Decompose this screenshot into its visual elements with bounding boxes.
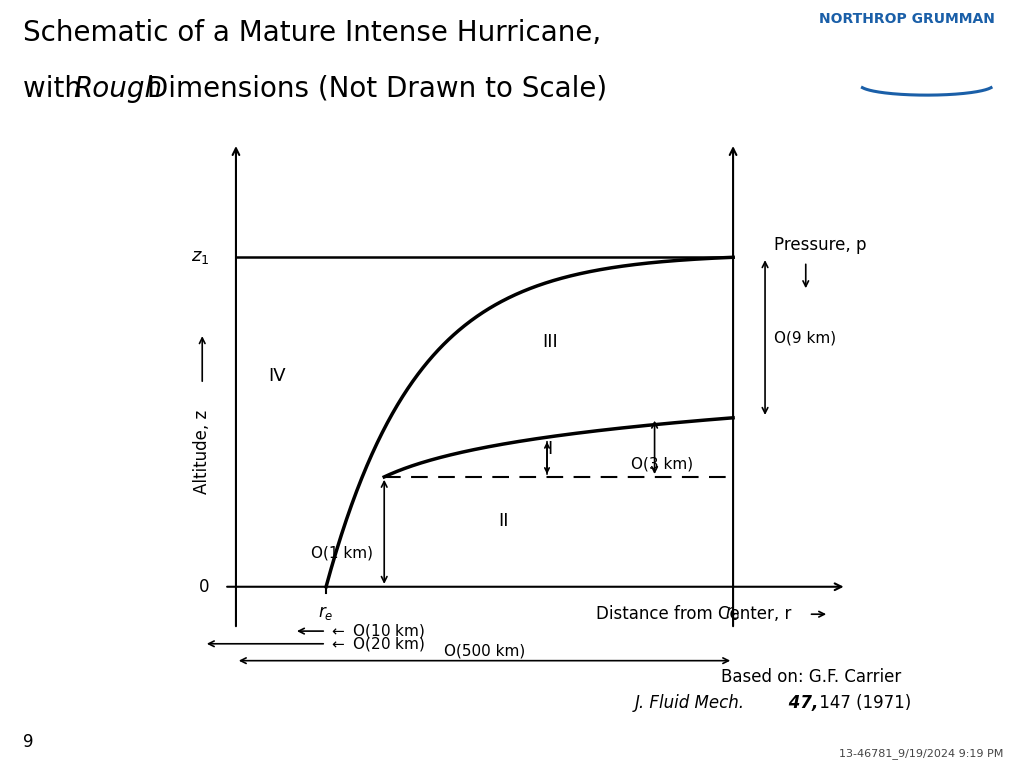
Text: with: with [23, 74, 90, 103]
Text: $\leftarrow$ O(10 km): $\leftarrow$ O(10 km) [329, 622, 425, 640]
Text: IV: IV [268, 366, 286, 385]
Text: O(9 km): O(9 km) [774, 330, 836, 345]
Text: NORTHROP GRUMMAN: NORTHROP GRUMMAN [819, 12, 995, 26]
Text: $\leftarrow$ O(20 km): $\leftarrow$ O(20 km) [329, 635, 425, 653]
Text: 13-46781_9/19/2024 9:19 PM: 13-46781_9/19/2024 9:19 PM [839, 748, 1004, 759]
Text: Based on: G.F. Carrier: Based on: G.F. Carrier [721, 668, 901, 687]
Circle shape [526, 370, 1024, 695]
Circle shape [135, 221, 466, 435]
Circle shape [237, 117, 349, 190]
Text: 9: 9 [23, 733, 33, 751]
Circle shape [0, 579, 222, 768]
Circle shape [214, 63, 435, 207]
Text: $r_e$: $r_e$ [318, 604, 334, 621]
Circle shape [565, 329, 1020, 624]
Circle shape [121, 322, 496, 564]
Text: Pressure, p: Pressure, p [774, 236, 866, 253]
Circle shape [255, 284, 741, 600]
Circle shape [0, 306, 318, 557]
Circle shape [755, 72, 1024, 276]
Text: $r_o$: $r_o$ [725, 604, 740, 621]
Circle shape [748, 215, 1024, 529]
Circle shape [71, 353, 217, 448]
Circle shape [295, 661, 445, 759]
Text: 47,: 47, [783, 694, 819, 712]
Text: O(3 km): O(3 km) [632, 456, 693, 472]
Circle shape [226, 326, 400, 440]
Circle shape [253, 88, 642, 341]
Circle shape [610, 200, 1001, 453]
Circle shape [811, 571, 937, 654]
Text: J. Fluid Mech.: J. Fluid Mech. [635, 694, 744, 712]
Text: 147 (1971): 147 (1971) [814, 694, 911, 712]
Circle shape [0, 564, 92, 666]
Text: Altitude, z: Altitude, z [194, 409, 211, 494]
Circle shape [517, 346, 851, 564]
Circle shape [637, 200, 916, 381]
Circle shape [7, 105, 402, 362]
Circle shape [4, 386, 258, 551]
Circle shape [347, 582, 788, 768]
Text: Rough: Rough [74, 74, 163, 103]
Circle shape [88, 200, 488, 460]
Text: II: II [498, 512, 509, 530]
Circle shape [722, 149, 983, 318]
Circle shape [517, 129, 802, 313]
Circle shape [654, 199, 941, 385]
Circle shape [0, 416, 127, 540]
Text: III: III [542, 333, 558, 351]
Circle shape [212, 0, 679, 260]
Circle shape [344, 442, 569, 588]
Circle shape [522, 127, 706, 247]
Circle shape [521, 436, 1008, 751]
Circle shape [347, 378, 790, 665]
Circle shape [19, 322, 193, 433]
Circle shape [36, 389, 230, 515]
Text: I: I [547, 441, 553, 458]
Circle shape [0, 182, 361, 446]
Circle shape [824, 235, 1024, 372]
Circle shape [0, 0, 303, 254]
Circle shape [366, 513, 604, 668]
Circle shape [529, 292, 667, 381]
Text: O(500 km): O(500 km) [443, 644, 525, 658]
Text: O(1 km): O(1 km) [310, 545, 373, 561]
Text: Schematic of a Mature Intense Hurricane,: Schematic of a Mature Intense Hurricane, [23, 18, 601, 47]
Text: $z_1$: $z_1$ [191, 248, 210, 266]
Text: Dimensions (Not Drawn to Scale): Dimensions (Not Drawn to Scale) [138, 74, 607, 103]
Circle shape [484, 293, 816, 508]
Text: 0: 0 [200, 578, 210, 596]
Circle shape [83, 382, 248, 488]
Circle shape [0, 529, 376, 768]
Circle shape [229, 611, 670, 768]
Text: Distance from Center, r: Distance from Center, r [596, 605, 792, 623]
Circle shape [569, 646, 729, 750]
